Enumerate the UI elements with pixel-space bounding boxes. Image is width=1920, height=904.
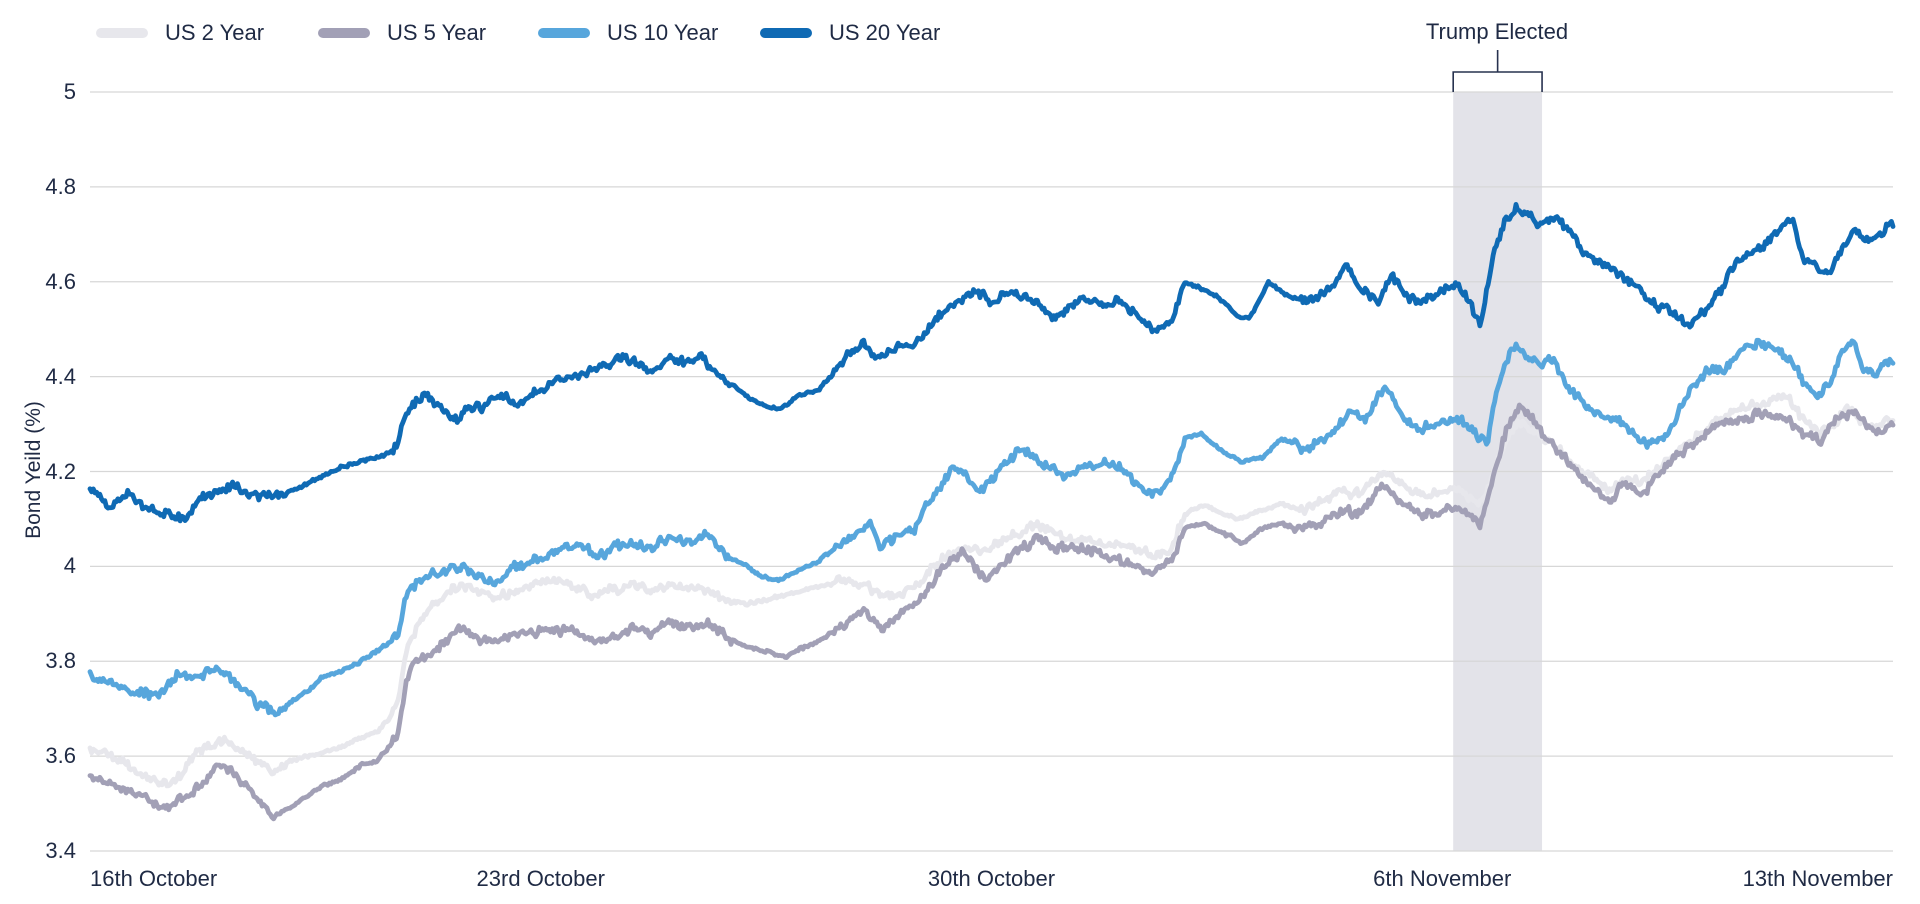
legend-label-us-2-year: US 2 Year [165, 20, 265, 45]
legend-item-us-2-year: US 2 Year [96, 20, 264, 46]
y-tick-label: 4.2 [45, 458, 76, 484]
legend-swatch-us-2-year-icon [96, 28, 148, 38]
series-line-us-5-year [87, 402, 1896, 822]
annotation-bracket [1452, 50, 1543, 92]
series-line-us-20-year [87, 202, 1896, 524]
x-tick-label: 6th November [1373, 866, 1512, 891]
x-tick-label: 30th October [927, 866, 1056, 891]
series-line-us-10-year [87, 337, 1896, 718]
legend-item-us-5-year: US 5 Year [318, 20, 486, 46]
legend-label-us-5-year: US 5 Year [387, 20, 487, 45]
legend-label-us-20-year: US 20 Year [829, 20, 941, 45]
y-tick-label: 5 [63, 79, 76, 104]
legend-label-us-10-year: US 10 Year [607, 20, 719, 45]
y-tick-label: 3.4 [45, 838, 76, 863]
legend-swatch-us-10-year-icon [538, 28, 590, 38]
y-tick-label: 3.6 [45, 743, 76, 769]
x-tick-label: 16th October [90, 866, 218, 891]
legend-item-us-10-year: US 10 Year [538, 20, 718, 46]
x-tick-label: 13th November [1742, 866, 1893, 891]
y-tick-label: 4 [63, 553, 76, 579]
y-tick-label: 4.4 [45, 363, 76, 389]
y-tick-label: 3.8 [45, 648, 76, 674]
y-tick-label: 4.8 [45, 173, 76, 199]
legend-item-us-20-year: US 20 Year [760, 20, 940, 46]
trump-elected-annotation: Trump Elected [1425, 19, 1569, 44]
y-tick-label: 4.6 [45, 268, 76, 294]
x-tick-label: 23rd October [476, 866, 605, 891]
legend-swatch-us-5-year-icon [318, 28, 370, 38]
legend-swatch-us-20-year-icon [760, 28, 812, 38]
series-line-us-2-year [87, 392, 1896, 789]
